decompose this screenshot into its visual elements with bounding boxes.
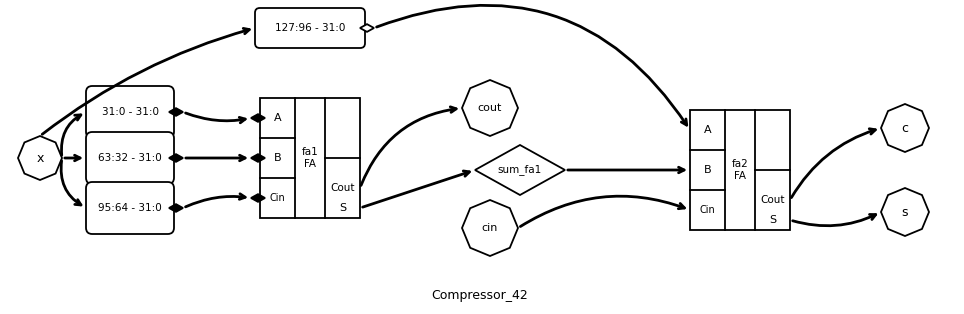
FancyBboxPatch shape <box>86 132 174 184</box>
Text: Cout: Cout <box>761 195 785 205</box>
Text: x: x <box>37 151 43 165</box>
Bar <box>260 98 360 218</box>
Polygon shape <box>169 108 183 116</box>
Polygon shape <box>462 80 518 136</box>
Text: cout: cout <box>478 103 502 113</box>
FancyBboxPatch shape <box>86 182 174 234</box>
Polygon shape <box>18 136 62 180</box>
Polygon shape <box>251 194 265 202</box>
Text: sum_fa1: sum_fa1 <box>497 165 542 176</box>
Text: S: S <box>339 203 346 213</box>
Text: c: c <box>901 122 908 134</box>
Text: A: A <box>704 125 711 135</box>
Polygon shape <box>462 200 518 256</box>
Text: s: s <box>901 205 908 219</box>
Polygon shape <box>169 154 183 162</box>
Polygon shape <box>169 204 183 212</box>
Text: 95:64 - 31:0: 95:64 - 31:0 <box>98 203 162 213</box>
Polygon shape <box>475 145 565 195</box>
Polygon shape <box>360 24 374 32</box>
Polygon shape <box>881 188 929 236</box>
Text: 63:32 - 31:0: 63:32 - 31:0 <box>98 153 162 163</box>
Bar <box>690 110 790 230</box>
Polygon shape <box>251 154 265 162</box>
FancyBboxPatch shape <box>86 86 174 138</box>
Text: 127:96 - 31:0: 127:96 - 31:0 <box>275 23 345 33</box>
Polygon shape <box>881 104 929 152</box>
Text: Compressor_42: Compressor_42 <box>432 289 528 301</box>
Text: Cin: Cin <box>700 205 715 215</box>
Text: Cin: Cin <box>270 193 285 203</box>
Text: A: A <box>274 113 281 123</box>
Text: B: B <box>274 153 281 163</box>
Text: B: B <box>704 165 711 175</box>
Text: Cout: Cout <box>331 183 355 193</box>
FancyBboxPatch shape <box>255 8 365 48</box>
Text: fa1
FA: fa1 FA <box>302 147 318 169</box>
Text: fa2
FA: fa2 FA <box>732 159 748 181</box>
Text: S: S <box>769 215 776 225</box>
Polygon shape <box>251 114 265 122</box>
Text: 31:0 - 31:0: 31:0 - 31:0 <box>101 107 158 117</box>
Text: cin: cin <box>482 223 498 233</box>
